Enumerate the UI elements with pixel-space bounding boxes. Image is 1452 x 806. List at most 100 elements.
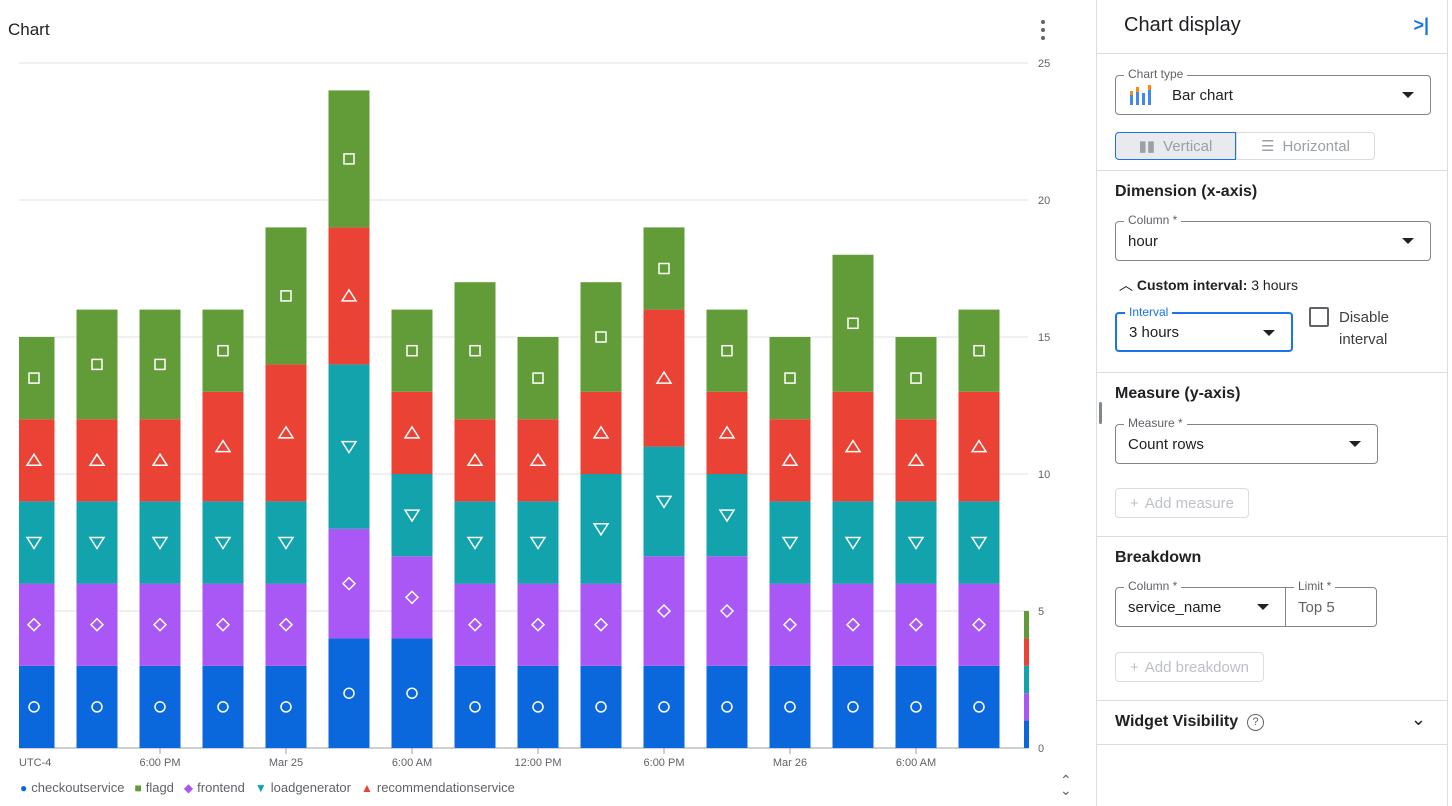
bar-segment-frontend[interactable] (76, 583, 118, 666)
bar-segment-frontend[interactable] (706, 556, 748, 666)
bar-segment-loadgenerator[interactable] (832, 501, 874, 584)
bar-segment-flagd[interactable] (958, 309, 1000, 392)
bar-segment-loadgenerator[interactable] (139, 501, 181, 584)
horizontal-toggle[interactable]: ☰ Horizontal (1236, 132, 1375, 160)
bar-segment-frontend[interactable] (643, 556, 685, 666)
bar-segment-frontend[interactable] (391, 556, 433, 639)
bar-segment-loadgenerator[interactable] (328, 364, 370, 529)
bar-segment-checkoutservice[interactable] (580, 665, 622, 748)
bar-segment-flagd[interactable] (895, 337, 937, 420)
resize-handle[interactable] (1099, 402, 1102, 424)
disable-interval-checkbox[interactable] (1309, 307, 1329, 327)
bar-segment-recommendationservice[interactable] (958, 391, 1000, 502)
bar-segment-checkoutservice[interactable] (328, 638, 370, 748)
bar-segment-recommendationservice[interactable] (769, 419, 811, 502)
legend-item-recommendationservice[interactable]: ▲ recommendationservice (361, 780, 515, 795)
add-breakdown-button[interactable]: + Add breakdown (1115, 652, 1265, 682)
bar-segment-frontend[interactable] (328, 528, 370, 639)
bar-segment-flagd[interactable] (391, 309, 433, 392)
bar-segment-checkoutservice[interactable] (202, 665, 244, 748)
bar-segment-recommendationservice[interactable] (391, 391, 433, 474)
bar-segment-loadgenerator[interactable] (958, 501, 1000, 584)
bar-segment-flagd[interactable] (76, 309, 118, 420)
bar-segment-recommendationservice[interactable] (139, 419, 181, 502)
bar-segment-checkoutservice[interactable] (454, 665, 496, 748)
bar-segment-frontend[interactable] (265, 583, 307, 666)
bar-segment-loadgenerator[interactable] (643, 446, 685, 557)
bar-segment-flagd[interactable] (265, 227, 307, 365)
bar-segment-recommendationservice[interactable] (202, 391, 244, 502)
legend-item-loadgenerator[interactable]: ▼ loadgenerator (255, 780, 351, 795)
bar-segment-frontend[interactable] (454, 583, 496, 666)
bar-segment-flagd[interactable] (454, 282, 496, 420)
bar-segment-flagd[interactable] (832, 254, 874, 392)
bar-segment-frontend[interactable] (202, 583, 244, 666)
chevron-down-icon[interactable]: ⌄ (1410, 709, 1426, 729)
bar-segment-recommendationservice[interactable] (265, 364, 307, 502)
breakdown-column-select[interactable]: Column * service_name (1115, 579, 1286, 627)
bar-segment-frontend[interactable] (580, 583, 622, 666)
custom-interval-toggle[interactable]: ︿ Custom interval: 3 hours (1119, 275, 1298, 295)
bar-segment-frontend[interactable] (517, 583, 559, 666)
bar-segment-recommendationservice[interactable] (643, 309, 685, 447)
vertical-toggle[interactable]: ▮▮ Vertical (1115, 132, 1236, 160)
bar-segment-flagd[interactable] (517, 337, 559, 420)
bar-segment-loadgenerator[interactable] (76, 501, 118, 584)
bar-segment-loadgenerator[interactable] (517, 501, 559, 584)
add-measure-button[interactable]: + Add measure (1115, 488, 1249, 518)
bar-segment-flagd[interactable] (706, 309, 748, 392)
bar-segment-loadgenerator[interactable] (202, 501, 244, 584)
bar-segment-frontend[interactable] (14, 583, 55, 666)
bar-segment-loadgenerator[interactable] (769, 501, 811, 584)
bar-segment-recommendationservice[interactable] (14, 419, 55, 502)
bar-segment-flagd[interactable] (202, 309, 244, 392)
bar-segment-checkoutservice[interactable] (769, 665, 811, 748)
bar-segment-checkoutservice[interactable] (643, 665, 685, 748)
bar-segment-frontend[interactable] (832, 583, 874, 666)
bar-segment-flagd[interactable] (580, 282, 622, 392)
bar-segment-frontend[interactable] (958, 583, 1000, 666)
bar-segment-checkoutservice[interactable] (139, 665, 181, 748)
chart-type-select[interactable]: Chart type Bar chart (1115, 67, 1431, 115)
bar-segment-frontend[interactable] (139, 583, 181, 666)
bar-segment-loadgenerator[interactable] (895, 501, 937, 584)
bar-segment-flagd[interactable] (769, 337, 811, 420)
bar-segment-recommendationservice[interactable] (328, 227, 370, 365)
bar-segment-loadgenerator[interactable] (391, 474, 433, 557)
measure-select[interactable]: Measure * Count rows (1115, 416, 1378, 464)
bar-segment-recommendationservice[interactable] (580, 391, 622, 474)
bar-segment-frontend[interactable] (895, 583, 937, 666)
bar-segment-checkoutservice[interactable] (832, 665, 874, 748)
expand-collapse-icon[interactable]: ⌃ ⌄ (1060, 772, 1072, 798)
bar-segment-loadgenerator[interactable] (265, 501, 307, 584)
bar-segment-checkoutservice[interactable] (706, 665, 748, 748)
bar-segment-recommendationservice[interactable] (517, 419, 559, 502)
bar-segment-flagd[interactable] (643, 227, 685, 310)
bar-segment-flagd[interactable] (14, 337, 55, 420)
bar-segment-loadgenerator[interactable] (14, 501, 55, 584)
bar-segment-checkoutservice[interactable] (391, 638, 433, 748)
interval-select[interactable]: Interval 3 hours (1115, 305, 1293, 352)
bar-segment-loadgenerator[interactable] (454, 501, 496, 584)
bar-segment-flagd[interactable] (139, 309, 181, 420)
legend-item-flagd[interactable]: ■ flagd (134, 780, 173, 795)
legend-item-checkoutservice[interactable]: ● checkoutservice (20, 780, 124, 795)
bar-segment-recommendationservice[interactable] (76, 419, 118, 502)
bar-segment-checkoutservice[interactable] (895, 665, 937, 748)
bar-segment-checkoutservice[interactable] (265, 665, 307, 748)
bar-segment-frontend[interactable] (769, 583, 811, 666)
collapse-panel-icon[interactable]: >| (1413, 15, 1429, 35)
bar-segment-recommendationservice[interactable] (454, 419, 496, 502)
bar-segment-checkoutservice[interactable] (76, 665, 118, 748)
bar-segment-recommendationservice[interactable] (832, 391, 874, 502)
legend-item-frontend[interactable]: ◆ frontend (184, 780, 245, 795)
bar-segment-checkoutservice[interactable] (517, 665, 559, 748)
widget-visibility-section[interactable]: Widget Visibility ? ⌄ (1097, 700, 1448, 745)
more-options-icon[interactable] (1034, 18, 1052, 42)
help-icon[interactable]: ? (1247, 714, 1264, 731)
bar-segment-checkoutservice[interactable] (958, 665, 1000, 748)
bar-segment-loadgenerator[interactable] (580, 474, 622, 584)
bar-segment-recommendationservice[interactable] (706, 391, 748, 474)
bar-segment-recommendationservice[interactable] (895, 419, 937, 502)
bar-segment-checkoutservice[interactable] (14, 665, 55, 748)
